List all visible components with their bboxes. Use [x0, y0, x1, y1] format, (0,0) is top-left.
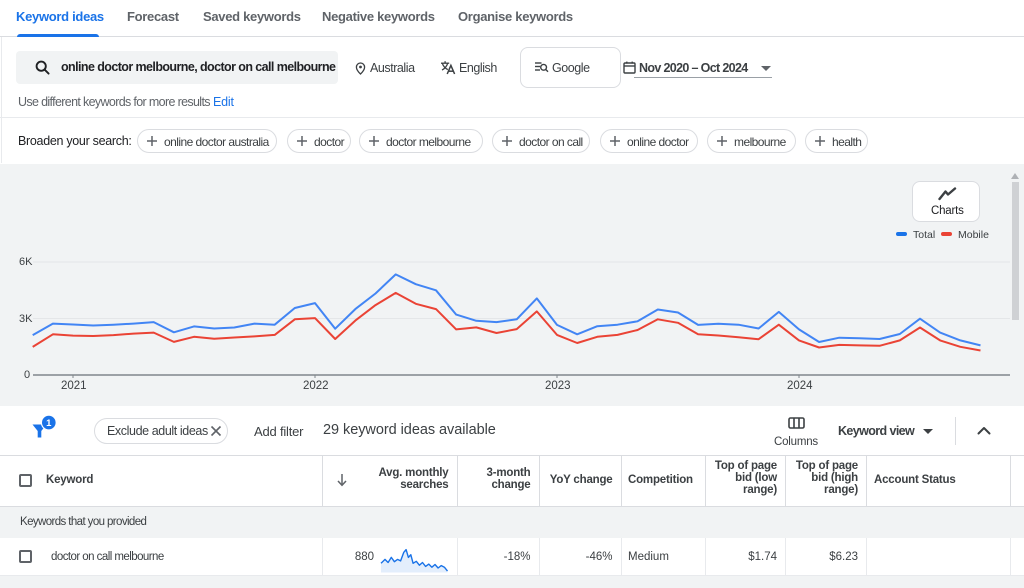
svg-text:1: 1 — [46, 418, 52, 429]
